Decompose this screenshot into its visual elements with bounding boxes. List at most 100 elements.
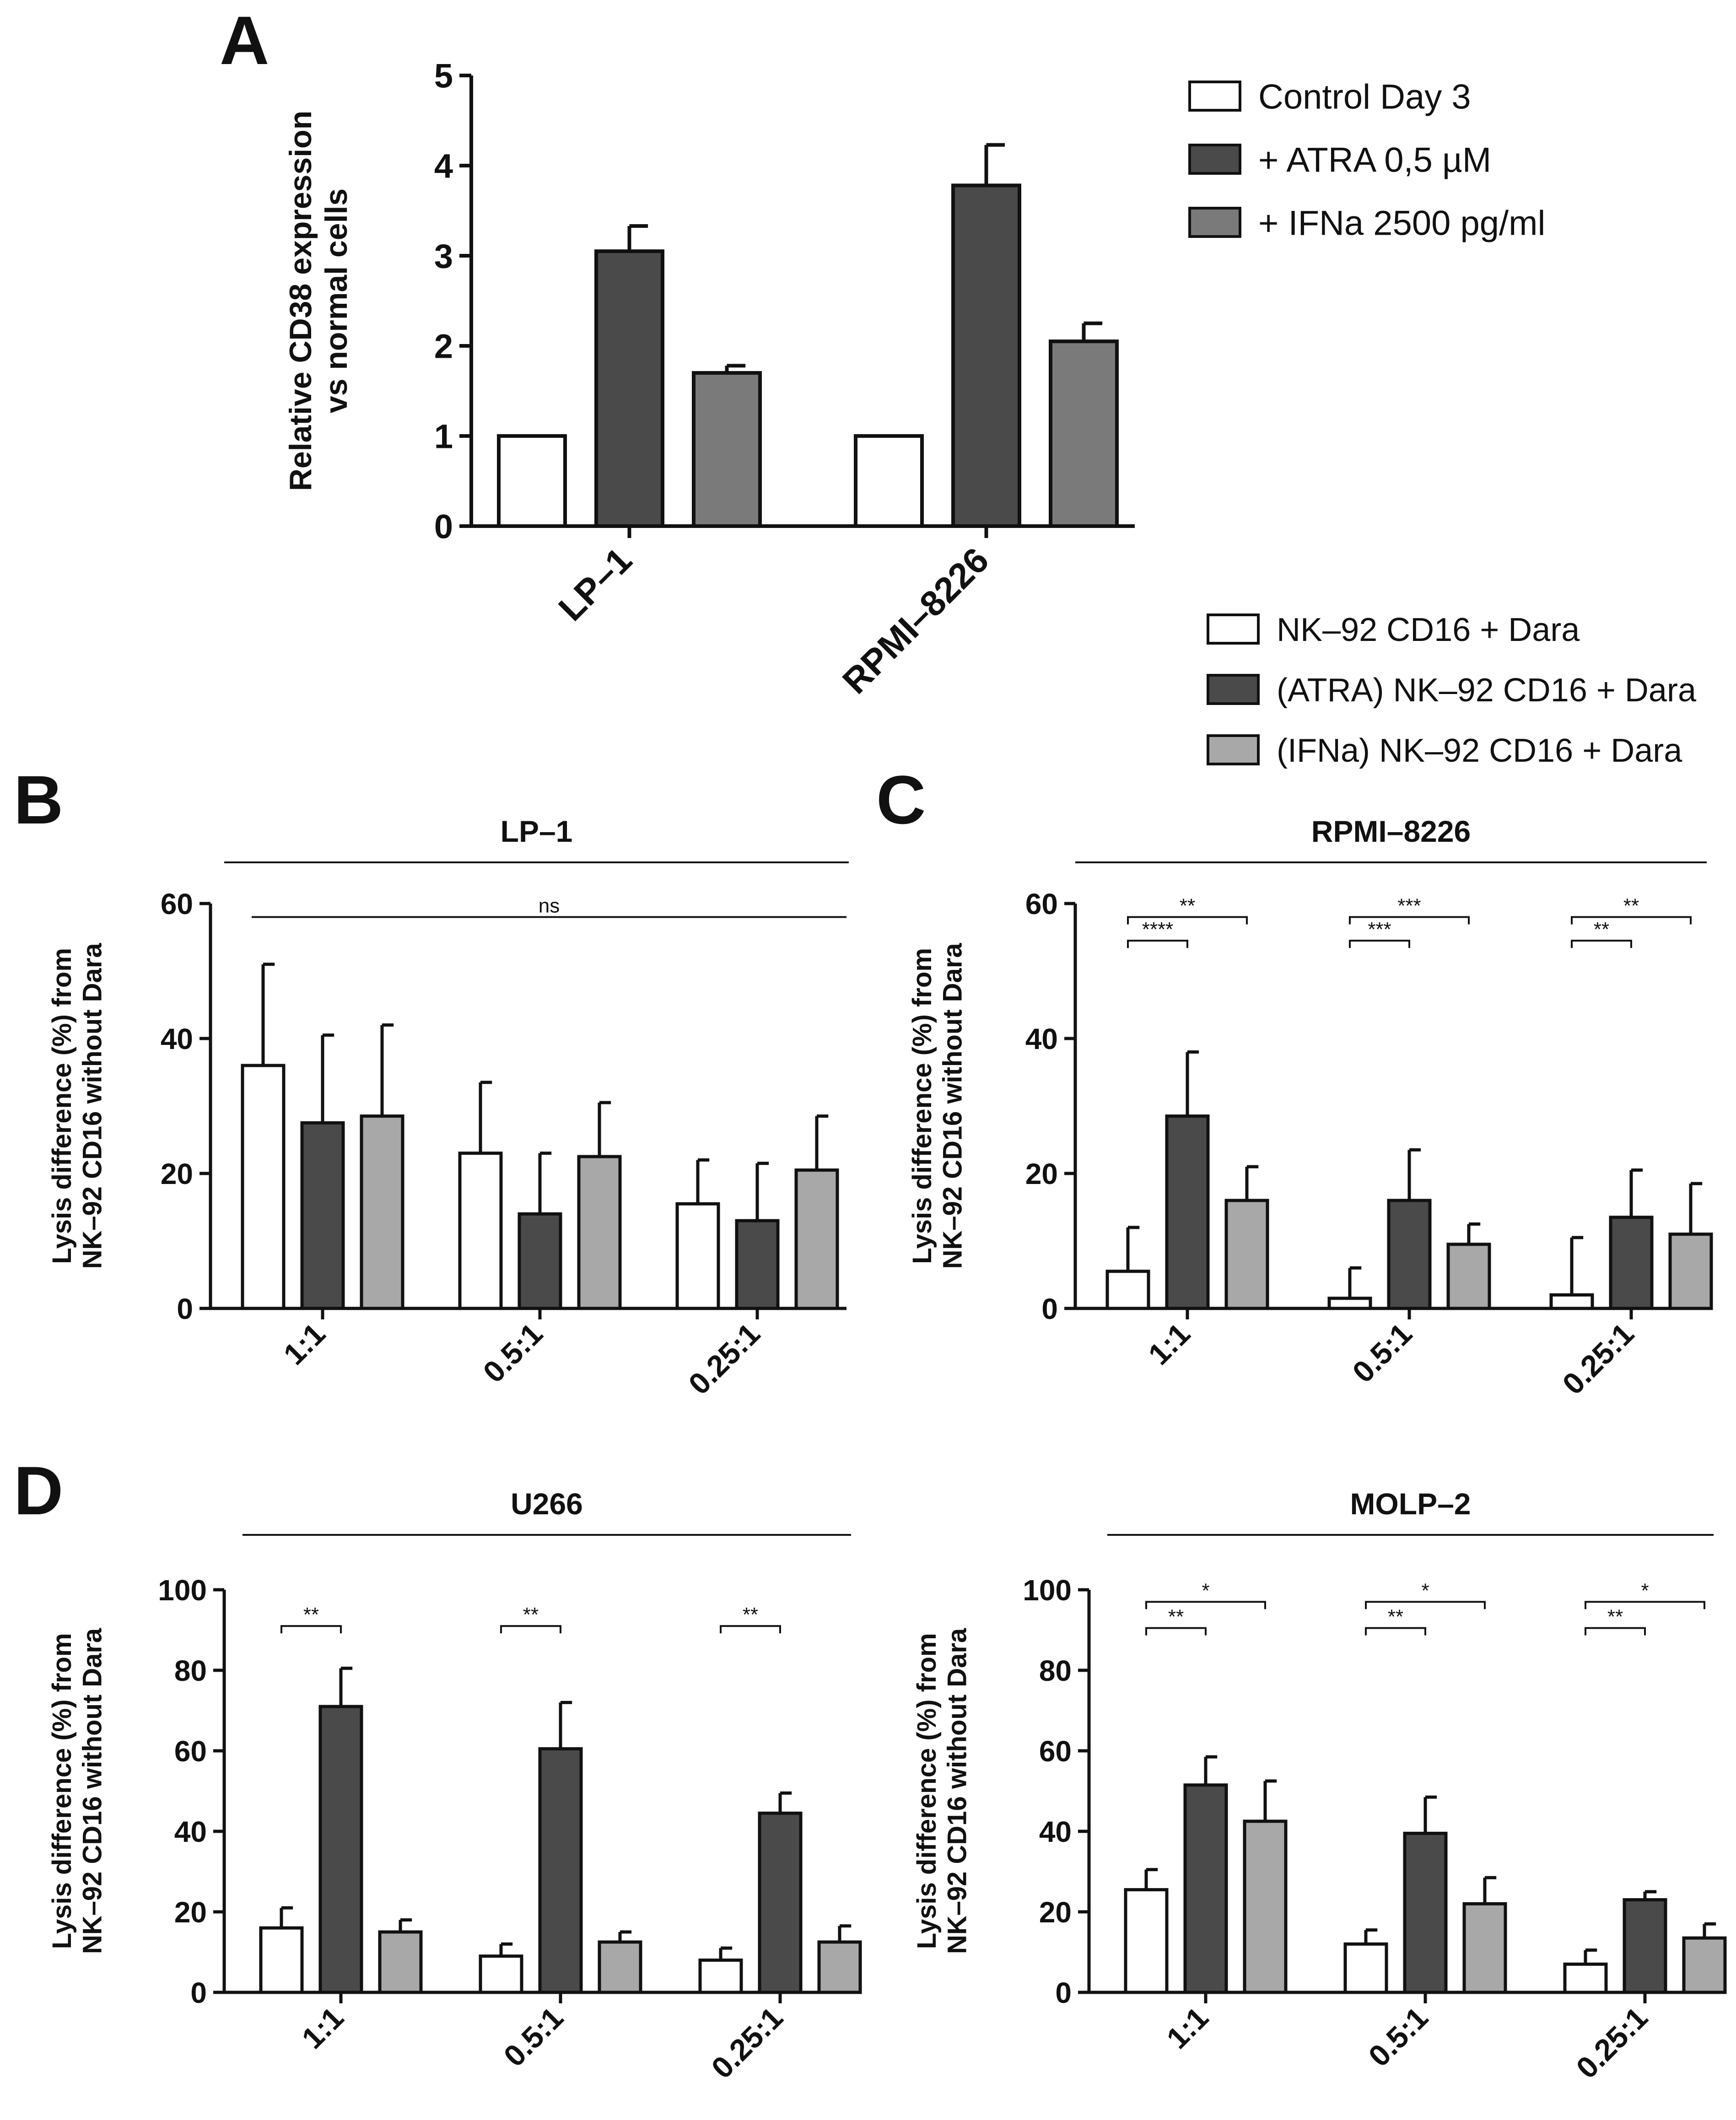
y-tick-label: 60: [1039, 1735, 1072, 1768]
y-tick-label: 40: [1025, 1022, 1058, 1055]
significance-label: *: [1641, 1579, 1649, 1602]
y-tick-label: 4: [434, 147, 453, 185]
y-axis-label-line: NK–92 CD16 without Dara: [938, 943, 968, 1269]
y-tick-label: 20: [174, 1896, 207, 1929]
y-tick-label: 60: [1025, 888, 1058, 920]
bar-0251-s1: [1609, 1216, 1654, 1310]
bar-11-s0: [259, 1926, 304, 1994]
significance-label: *: [1421, 1579, 1429, 1602]
significance-bracket: [1365, 1627, 1426, 1636]
legend-label: + ATRA 0,5 µM: [1258, 140, 1491, 179]
significance-bracket: [1365, 1601, 1486, 1609]
y-tick-label: 100: [1023, 1574, 1072, 1607]
bar-LP1-s0: [497, 434, 567, 528]
y-axis-label-line: Lysis difference (%) from: [47, 1633, 77, 1949]
bar-LP1-s2: [692, 371, 762, 528]
bar-0251-s1: [758, 1811, 803, 1994]
y-tick-label: 100: [158, 1574, 207, 1607]
chart-title: RPMI–8226: [1311, 814, 1471, 848]
bar-0251-s2: [794, 1168, 839, 1310]
significance-label: **: [743, 1603, 758, 1626]
bar-0251-s2: [817, 1940, 862, 1994]
significance-label: **: [1388, 1606, 1403, 1628]
y-tick-label: 2: [434, 328, 453, 366]
y-tick-label: 40: [1039, 1815, 1072, 1848]
legend-label: (IFNa) NK–92 CD16 + Dara: [1277, 732, 1682, 769]
significance-bracket: [1145, 1627, 1207, 1636]
y-axis-label: Lysis difference (%) fromNK–92 CD16 with…: [47, 943, 108, 1269]
significance-label: ns: [539, 895, 560, 917]
legend-swatch: [1207, 674, 1260, 705]
y-axis-label-line: NK–92 CD16 without Dara: [78, 943, 108, 1269]
y-tick-label: 0: [177, 1292, 193, 1325]
y-tick-label: 0: [190, 1976, 207, 2009]
y-axis-label: Lysis difference (%) fromNK–92 CD16 with…: [907, 943, 968, 1269]
significance-bracket: [1127, 916, 1248, 925]
y-axis-label-line: Lysis difference (%) from: [912, 1633, 942, 1949]
bar-051-s0: [479, 1954, 523, 1994]
y-tick-label: 60: [161, 888, 193, 920]
significance-label: **: [1594, 918, 1609, 941]
legend-swatch: [1188, 81, 1241, 112]
panel-letter: C: [876, 761, 926, 838]
bar-051-s0: [1343, 1942, 1388, 1994]
bar-051-s1: [518, 1212, 562, 1310]
y-tick-label: 60: [174, 1735, 207, 1768]
legend-label: Control Day 3: [1258, 77, 1471, 116]
y-axis-label-line: vs normal cells: [319, 188, 354, 413]
bar-11-s1: [1183, 1783, 1228, 1994]
bar-RPMI8226-s1: [951, 183, 1021, 528]
bar-11-s0: [1124, 1888, 1169, 1994]
chart-title: U266: [511, 1487, 583, 1521]
y-axis-label-line: Lysis difference (%) from: [47, 948, 77, 1264]
y-tick-label: 0: [1041, 1292, 1058, 1325]
bar-051-s2: [1462, 1902, 1507, 1994]
bar-051-s0: [458, 1151, 503, 1310]
legend-bottom: NK–92 CD16 + Dara (ATRA) NK–92 CD16 + Dar…: [1207, 612, 1697, 769]
y-tick-label: 0: [434, 508, 453, 546]
significance-label: **: [1180, 895, 1195, 917]
bar-0251-s2: [1668, 1232, 1713, 1310]
panel-letter: B: [14, 761, 63, 838]
bar-11-s1: [318, 1705, 363, 1994]
bar-051-s2: [1446, 1243, 1491, 1310]
legend-swatch: [1207, 734, 1260, 765]
significance-bracket: [500, 1625, 561, 1634]
bar-11-s0: [1105, 1270, 1150, 1310]
y-tick-label: 20: [161, 1157, 193, 1190]
y-axis-label: Lysis difference (%) fromNK–92 CD16 with…: [47, 1628, 108, 1954]
bar-11-s0: [241, 1064, 286, 1310]
significance-bracket: [1145, 1601, 1266, 1609]
bar-11-s2: [1243, 1819, 1288, 1994]
y-tick-label: 80: [174, 1654, 207, 1687]
significance-bracket: [1349, 916, 1470, 925]
y-axis-label: Lysis difference (%) fromNK–92 CD16 with…: [912, 1628, 972, 1954]
y-tick-label: 1: [434, 418, 453, 456]
significance-bracket: [1571, 940, 1632, 948]
y-axis-label-line: NK–92 CD16 without Dara: [78, 1628, 108, 1954]
significance-label: **: [1623, 895, 1639, 917]
bar-RPMI8226-s0: [854, 434, 924, 528]
significance-bracket: [1585, 1601, 1705, 1609]
bar-11-s2: [378, 1930, 423, 1994]
y-axis-label-line: Relative CD38 expression: [283, 111, 318, 491]
y-tick-label: 5: [434, 57, 453, 95]
legend-swatch: [1188, 207, 1241, 238]
bar-0251-s0: [1563, 1962, 1608, 1994]
bar-11-s1: [300, 1121, 345, 1310]
panel-letter: A: [220, 2, 269, 79]
bar-0251-s0: [1549, 1293, 1594, 1310]
significance-bracket: [720, 1625, 781, 1634]
chart-panel-B: B LP–1 0 20 40 60 Lysis difference (%) fromNK–…: [14, 761, 849, 1401]
y-tick-label: 0: [1055, 1976, 1072, 2009]
legend-top: Control Day 3 + ATRA 0,5 µM + IFNa 2500 pg…: [1188, 77, 1545, 242]
y-axis-label: Relative CD38 expressionvs normal cells: [283, 111, 354, 491]
significance-label: ****: [1142, 918, 1174, 941]
bar-0251-s1: [1623, 1898, 1667, 1994]
bar-0251-s0: [698, 1959, 743, 1994]
legend-label: NK–92 CD16 + Dara: [1277, 612, 1580, 648]
legend-label: (ATRA) NK–92 CD16 + Dara: [1277, 672, 1697, 709]
panel-letter: D: [14, 1452, 63, 1529]
bar-LP1-s1: [594, 249, 664, 528]
